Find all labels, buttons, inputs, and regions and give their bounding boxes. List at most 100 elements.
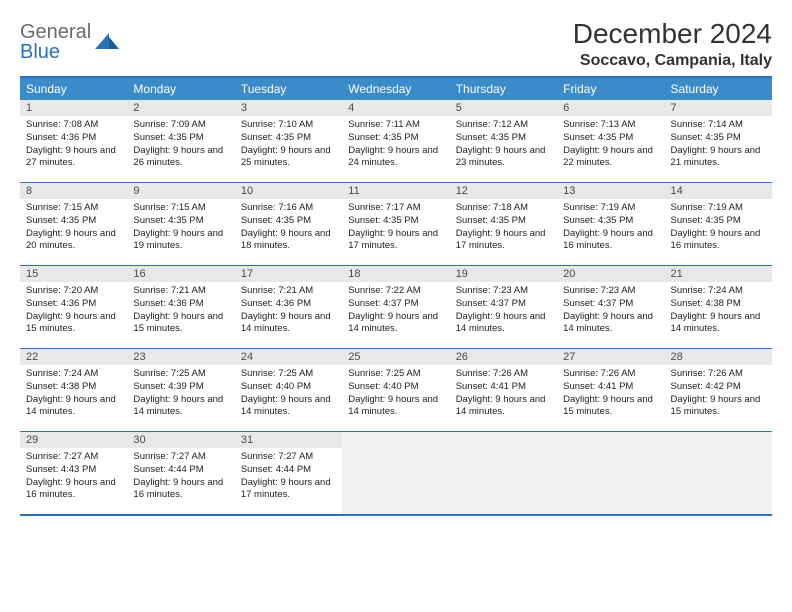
day-number: 5 xyxy=(450,100,557,116)
day-content: Sunrise: 7:23 AMSunset: 4:37 PMDaylight:… xyxy=(450,282,557,339)
day-cell: 29Sunrise: 7:27 AMSunset: 4:43 PMDayligh… xyxy=(20,432,127,514)
day-cell: 15Sunrise: 7:20 AMSunset: 4:36 PMDayligh… xyxy=(20,266,127,348)
day-number: 18 xyxy=(342,266,449,282)
day-cell: 20Sunrise: 7:23 AMSunset: 4:37 PMDayligh… xyxy=(557,266,664,348)
day-content: Sunrise: 7:24 AMSunset: 4:38 PMDaylight:… xyxy=(665,282,772,339)
day-number: 3 xyxy=(235,100,342,116)
day-cell: 7Sunrise: 7:14 AMSunset: 4:35 PMDaylight… xyxy=(665,100,772,182)
day-number: 14 xyxy=(665,183,772,199)
day-header-monday: Monday xyxy=(127,78,234,100)
day-number: 16 xyxy=(127,266,234,282)
location: Soccavo, Campania, Italy xyxy=(573,52,772,70)
day-content: Sunrise: 7:21 AMSunset: 4:36 PMDaylight:… xyxy=(127,282,234,339)
day-content: Sunrise: 7:20 AMSunset: 4:36 PMDaylight:… xyxy=(20,282,127,339)
day-content: Sunrise: 7:10 AMSunset: 4:35 PMDaylight:… xyxy=(235,116,342,173)
day-header-tuesday: Tuesday xyxy=(235,78,342,100)
day-number: 24 xyxy=(235,349,342,365)
day-number: 9 xyxy=(127,183,234,199)
day-number: 13 xyxy=(557,183,664,199)
empty-cell xyxy=(557,432,664,514)
day-content: Sunrise: 7:25 AMSunset: 4:40 PMDaylight:… xyxy=(235,365,342,422)
day-number: 11 xyxy=(342,183,449,199)
day-header-thursday: Thursday xyxy=(450,78,557,100)
day-number: 2 xyxy=(127,100,234,116)
day-content: Sunrise: 7:15 AMSunset: 4:35 PMDaylight:… xyxy=(127,199,234,256)
week-row: 22Sunrise: 7:24 AMSunset: 4:38 PMDayligh… xyxy=(20,349,772,432)
day-cell: 12Sunrise: 7:18 AMSunset: 4:35 PMDayligh… xyxy=(450,183,557,265)
day-cell: 24Sunrise: 7:25 AMSunset: 4:40 PMDayligh… xyxy=(235,349,342,431)
logo-text-bottom: Blue xyxy=(20,42,91,62)
day-content: Sunrise: 7:21 AMSunset: 4:36 PMDaylight:… xyxy=(235,282,342,339)
day-cell: 25Sunrise: 7:25 AMSunset: 4:40 PMDayligh… xyxy=(342,349,449,431)
day-content: Sunrise: 7:27 AMSunset: 4:44 PMDaylight:… xyxy=(127,448,234,505)
day-content: Sunrise: 7:24 AMSunset: 4:38 PMDaylight:… xyxy=(20,365,127,422)
day-cell: 17Sunrise: 7:21 AMSunset: 4:36 PMDayligh… xyxy=(235,266,342,348)
day-content: Sunrise: 7:25 AMSunset: 4:39 PMDaylight:… xyxy=(127,365,234,422)
day-number: 1 xyxy=(20,100,127,116)
day-cell: 27Sunrise: 7:26 AMSunset: 4:41 PMDayligh… xyxy=(557,349,664,431)
day-number: 7 xyxy=(665,100,772,116)
day-content: Sunrise: 7:27 AMSunset: 4:44 PMDaylight:… xyxy=(235,448,342,505)
day-cell: 10Sunrise: 7:16 AMSunset: 4:35 PMDayligh… xyxy=(235,183,342,265)
day-cell: 3Sunrise: 7:10 AMSunset: 4:35 PMDaylight… xyxy=(235,100,342,182)
day-number: 21 xyxy=(665,266,772,282)
day-header-friday: Friday xyxy=(557,78,664,100)
day-cell: 1Sunrise: 7:08 AMSunset: 4:36 PMDaylight… xyxy=(20,100,127,182)
day-cell: 28Sunrise: 7:26 AMSunset: 4:42 PMDayligh… xyxy=(665,349,772,431)
day-number: 6 xyxy=(557,100,664,116)
header: General Blue December 2024 Soccavo, Camp… xyxy=(20,18,772,70)
day-number: 26 xyxy=(450,349,557,365)
day-content: Sunrise: 7:23 AMSunset: 4:37 PMDaylight:… xyxy=(557,282,664,339)
day-cell: 5Sunrise: 7:12 AMSunset: 4:35 PMDaylight… xyxy=(450,100,557,182)
day-number: 19 xyxy=(450,266,557,282)
triangle-icon xyxy=(95,31,121,56)
calendar: SundayMondayTuesdayWednesdayThursdayFrid… xyxy=(20,76,772,516)
empty-cell xyxy=(450,432,557,514)
day-cell: 30Sunrise: 7:27 AMSunset: 4:44 PMDayligh… xyxy=(127,432,234,514)
day-content: Sunrise: 7:16 AMSunset: 4:35 PMDaylight:… xyxy=(235,199,342,256)
week-row: 29Sunrise: 7:27 AMSunset: 4:43 PMDayligh… xyxy=(20,432,772,516)
week-row: 15Sunrise: 7:20 AMSunset: 4:36 PMDayligh… xyxy=(20,266,772,349)
day-cell: 22Sunrise: 7:24 AMSunset: 4:38 PMDayligh… xyxy=(20,349,127,431)
day-content: Sunrise: 7:19 AMSunset: 4:35 PMDaylight:… xyxy=(665,199,772,256)
day-header-saturday: Saturday xyxy=(665,78,772,100)
day-number: 28 xyxy=(665,349,772,365)
day-content: Sunrise: 7:25 AMSunset: 4:40 PMDaylight:… xyxy=(342,365,449,422)
day-header-row: SundayMondayTuesdayWednesdayThursdayFrid… xyxy=(20,78,772,100)
day-content: Sunrise: 7:14 AMSunset: 4:35 PMDaylight:… xyxy=(665,116,772,173)
day-number: 29 xyxy=(20,432,127,448)
day-content: Sunrise: 7:12 AMSunset: 4:35 PMDaylight:… xyxy=(450,116,557,173)
day-content: Sunrise: 7:09 AMSunset: 4:35 PMDaylight:… xyxy=(127,116,234,173)
day-number: 25 xyxy=(342,349,449,365)
day-cell: 18Sunrise: 7:22 AMSunset: 4:37 PMDayligh… xyxy=(342,266,449,348)
day-cell: 13Sunrise: 7:19 AMSunset: 4:35 PMDayligh… xyxy=(557,183,664,265)
empty-cell xyxy=(665,432,772,514)
logo-text-top: General xyxy=(20,22,91,42)
day-header-sunday: Sunday xyxy=(20,78,127,100)
day-content: Sunrise: 7:18 AMSunset: 4:35 PMDaylight:… xyxy=(450,199,557,256)
day-cell: 6Sunrise: 7:13 AMSunset: 4:35 PMDaylight… xyxy=(557,100,664,182)
day-cell: 4Sunrise: 7:11 AMSunset: 4:35 PMDaylight… xyxy=(342,100,449,182)
week-row: 1Sunrise: 7:08 AMSunset: 4:36 PMDaylight… xyxy=(20,100,772,183)
day-number: 23 xyxy=(127,349,234,365)
day-content: Sunrise: 7:19 AMSunset: 4:35 PMDaylight:… xyxy=(557,199,664,256)
day-number: 20 xyxy=(557,266,664,282)
day-header-wednesday: Wednesday xyxy=(342,78,449,100)
day-cell: 2Sunrise: 7:09 AMSunset: 4:35 PMDaylight… xyxy=(127,100,234,182)
day-cell: 8Sunrise: 7:15 AMSunset: 4:35 PMDaylight… xyxy=(20,183,127,265)
day-number: 10 xyxy=(235,183,342,199)
month-title: December 2024 xyxy=(573,18,772,50)
day-number: 17 xyxy=(235,266,342,282)
day-cell: 19Sunrise: 7:23 AMSunset: 4:37 PMDayligh… xyxy=(450,266,557,348)
day-content: Sunrise: 7:26 AMSunset: 4:42 PMDaylight:… xyxy=(665,365,772,422)
day-number: 27 xyxy=(557,349,664,365)
day-content: Sunrise: 7:17 AMSunset: 4:35 PMDaylight:… xyxy=(342,199,449,256)
day-cell: 21Sunrise: 7:24 AMSunset: 4:38 PMDayligh… xyxy=(665,266,772,348)
day-content: Sunrise: 7:26 AMSunset: 4:41 PMDaylight:… xyxy=(557,365,664,422)
day-content: Sunrise: 7:22 AMSunset: 4:37 PMDaylight:… xyxy=(342,282,449,339)
day-content: Sunrise: 7:15 AMSunset: 4:35 PMDaylight:… xyxy=(20,199,127,256)
week-row: 8Sunrise: 7:15 AMSunset: 4:35 PMDaylight… xyxy=(20,183,772,266)
day-number: 12 xyxy=(450,183,557,199)
empty-cell xyxy=(342,432,449,514)
day-cell: 16Sunrise: 7:21 AMSunset: 4:36 PMDayligh… xyxy=(127,266,234,348)
